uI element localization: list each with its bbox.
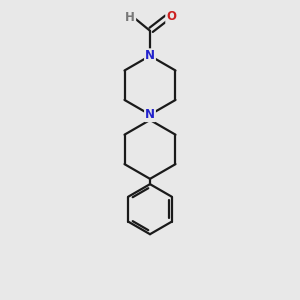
Text: H: H bbox=[125, 11, 135, 24]
Text: N: N bbox=[145, 108, 155, 121]
Text: O: O bbox=[166, 10, 176, 23]
Text: N: N bbox=[145, 49, 155, 62]
